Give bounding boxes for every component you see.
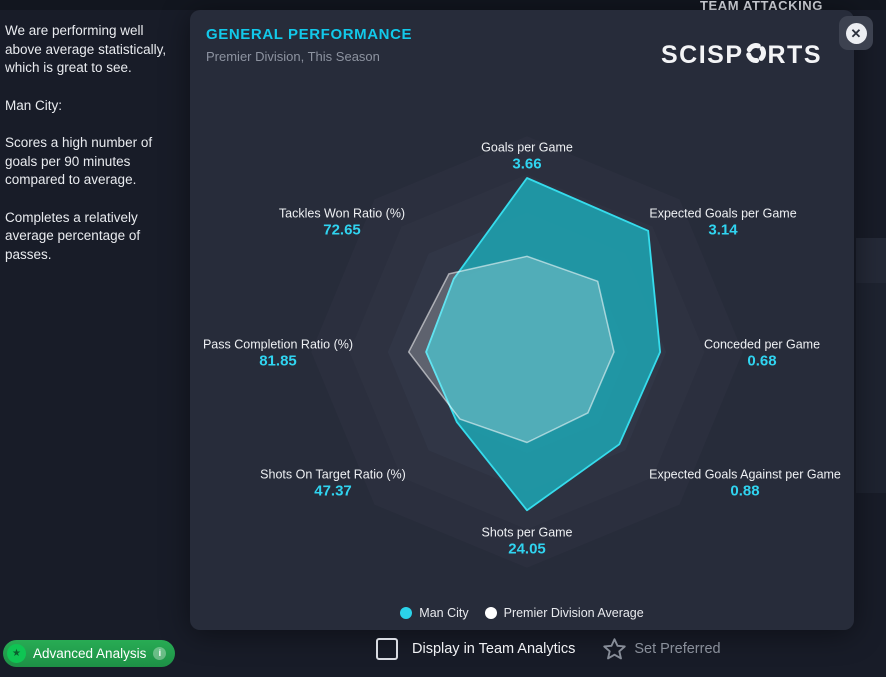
background-ui-remnant <box>856 238 886 283</box>
axis-pass-completion-ratio: Pass Completion Ratio (%) 81.85 <box>202 337 354 370</box>
star-icon <box>603 638 627 660</box>
set-preferred-label: Set Preferred <box>634 641 721 657</box>
axis-goals-per-game: Goals per Game 3.66 <box>481 140 573 173</box>
commentary-paragraph: Scores a high number of goals per 90 min… <box>5 135 153 187</box>
chart-legend: Man City Premier Division Average <box>190 606 854 620</box>
page-subtitle: Premier Division, This Season <box>206 49 380 64</box>
scisports-logo: SCISP RTS <box>661 40 822 71</box>
commentary-paragraph: Man City: <box>5 97 63 113</box>
set-preferred-button[interactable]: Set Preferred <box>603 638 721 660</box>
display-in-team-analytics-checkbox[interactable] <box>376 638 398 660</box>
tab-team-attacking-clipped[interactable]: TEAM ATTACKING <box>700 0 823 10</box>
commentary-paragraph: We are performing well above average sta… <box>5 23 167 75</box>
scisports-ball-icon <box>745 42 767 71</box>
page-title: GENERAL PERFORMANCE <box>206 26 413 43</box>
close-icon: ✕ <box>845 22 867 44</box>
axis-conceded-per-game: Conceded per Game 0.68 <box>703 337 821 370</box>
top-tab-strip: TEAM ATTACKING <box>0 0 886 10</box>
legend-item-man-city: Man City <box>400 606 469 620</box>
axis-shots-per-game: Shots per Game 24.05 <box>481 525 573 558</box>
close-button[interactable]: ✕ <box>839 16 873 50</box>
analysis-sidebar: We are performing well above average sta… <box>0 10 188 677</box>
radar-chart <box>311 136 743 568</box>
legend-item-premier-division-average: Premier Division Average <box>484 606 644 620</box>
general-performance-modal: GENERAL PERFORMANCE Premier Division, Th… <box>190 10 854 630</box>
analysis-commentary: We are performing well above average sta… <box>0 10 188 264</box>
advanced-analysis-label: Advanced Analysis <box>33 646 147 661</box>
axis-expected-goals-against-per-game: Expected Goals Against per Game 0.88 <box>649 467 841 500</box>
axis-tackles-won-ratio: Tackles Won Ratio (%) 72.65 <box>278 206 406 239</box>
commentary-paragraph: Completes a relatively average percentag… <box>5 209 141 262</box>
footer-controls: Display in Team Analytics Set Preferred <box>376 638 721 660</box>
background-ui-remnant <box>856 283 886 493</box>
legend-dot-team <box>400 607 413 619</box>
advanced-analysis-button[interactable]: ★ Advanced Analysis i <box>3 640 176 667</box>
circled-star-icon: ★ <box>7 644 26 663</box>
logo-text-suffix: RTS <box>767 41 822 69</box>
display-in-team-analytics-label: Display in Team Analytics <box>412 641 576 657</box>
axis-shots-on-target-ratio: Shots On Target Ratio (%) 47.37 <box>260 467 406 500</box>
logo-text-prefix: SCISP <box>660 41 744 69</box>
legend-dot-average <box>484 607 497 619</box>
info-icon: i <box>153 647 167 660</box>
axis-expected-goals-per-game: Expected Goals per Game 3.14 <box>649 206 797 239</box>
